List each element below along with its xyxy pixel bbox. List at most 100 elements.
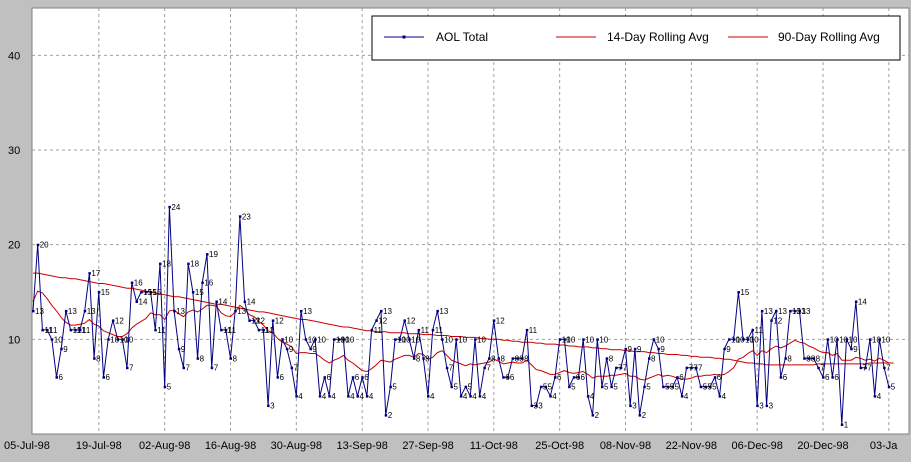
data-label: 8 [425, 354, 430, 363]
data-point [257, 328, 261, 332]
data-label: 8 [651, 354, 656, 363]
data-label: 10 [345, 335, 354, 344]
data-point [765, 404, 769, 408]
data-label: 11 [228, 326, 237, 335]
data-label: 6 [355, 373, 360, 382]
data-label: 18 [162, 260, 171, 269]
data-label: 6 [783, 373, 788, 382]
data-label: 4 [472, 392, 477, 401]
data-label: 9 [628, 345, 633, 354]
data-point [201, 281, 204, 284]
data-point [629, 404, 632, 408]
data-label: 12 [773, 316, 782, 325]
data-label: 5 [675, 383, 680, 392]
data-label: 15 [148, 288, 157, 297]
data-label: 4 [298, 392, 303, 401]
data-point [408, 338, 411, 341]
data-point [285, 347, 289, 351]
data-point [591, 414, 595, 417]
data-point [276, 376, 279, 379]
data-label: 3 [270, 402, 275, 411]
data-point [864, 366, 867, 370]
data-point [807, 357, 811, 360]
data-label: 7 [449, 364, 454, 373]
x-tick-label: 25-Oct-98 [535, 440, 584, 452]
data-point [60, 347, 63, 351]
data-point [826, 338, 830, 341]
data-label: 4 [350, 392, 355, 401]
data-label: 8 [233, 354, 238, 363]
data-label: 7 [186, 364, 191, 373]
y-tick-label: 30 [8, 145, 20, 157]
data-label: 8 [816, 354, 821, 363]
data-point [93, 357, 96, 360]
data-point [695, 366, 698, 370]
data-point [685, 366, 689, 370]
data-label: 11 [435, 326, 444, 335]
data-label: 7 [214, 364, 219, 373]
data-point [455, 338, 458, 341]
data-label: 13 [439, 307, 448, 316]
data-point [365, 395, 369, 398]
data-label: 10 [585, 335, 594, 344]
data-point [751, 328, 754, 332]
data-point [220, 328, 223, 332]
data-label: 19 [209, 250, 218, 259]
data-point [474, 338, 477, 341]
data-label: 7 [689, 364, 694, 373]
data-point [436, 309, 439, 313]
data-label: 5 [454, 383, 459, 392]
data-point [605, 357, 609, 360]
data-point [243, 300, 247, 303]
data-point [130, 281, 134, 284]
data-point [159, 262, 162, 266]
data-point [676, 376, 679, 379]
data-label: 15 [101, 288, 110, 297]
data-point [182, 366, 185, 370]
data-point [638, 414, 642, 417]
data-point [79, 328, 82, 332]
data-label: 7 [820, 364, 825, 373]
data-point [854, 300, 858, 303]
y-tick-label: 20 [8, 240, 20, 252]
data-point [50, 338, 54, 341]
data-label: 6 [59, 373, 64, 382]
data-label: 4 [684, 392, 689, 401]
data-point [403, 319, 406, 322]
data-point [775, 309, 778, 313]
data-label: 10 [341, 335, 350, 344]
data-point [511, 357, 515, 360]
data-label: 11 [755, 326, 764, 335]
data-label: 7 [867, 364, 872, 373]
data-point [333, 338, 336, 341]
data-point [728, 338, 731, 341]
data-label: 9 [63, 345, 68, 354]
data-point [450, 385, 453, 389]
data-point [168, 205, 171, 209]
data-point [601, 385, 604, 389]
data-label: 11 [421, 326, 430, 335]
data-point [624, 347, 627, 351]
data-label: 3 [538, 402, 543, 411]
legend-label-aol-total: AOL Total [436, 30, 488, 44]
data-label: 14 [858, 298, 867, 307]
data-label: 10 [881, 335, 890, 344]
data-point [883, 366, 886, 370]
data-label: 9 [637, 345, 642, 354]
plot-area [31, 7, 910, 435]
data-label: 4 [430, 392, 435, 401]
data-point [177, 347, 181, 351]
data-point [64, 309, 68, 313]
data-point [666, 385, 670, 389]
data-point [680, 395, 684, 398]
data-label: 6 [576, 373, 581, 382]
data-point [427, 395, 430, 398]
data-point [97, 291, 101, 294]
data-point [370, 328, 374, 332]
data-label: 4 [331, 392, 336, 401]
data-label: 7 [863, 364, 868, 373]
data-label: 5 [665, 383, 670, 392]
data-label: 10 [839, 335, 848, 344]
x-tick-label: 16-Aug-98 [205, 440, 256, 452]
x-tick-label: 06-Dec-98 [731, 440, 782, 452]
